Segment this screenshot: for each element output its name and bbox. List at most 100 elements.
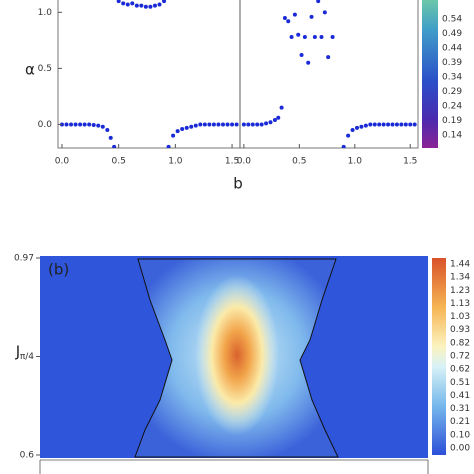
- x-tick-label: 0.5: [292, 157, 306, 167]
- point: [319, 35, 324, 39]
- point: [316, 0, 321, 4]
- colorbar-tick-label: 0.44: [442, 44, 462, 54]
- point: [255, 122, 260, 127]
- point: [78, 122, 83, 127]
- point: [64, 122, 69, 127]
- colorbar-tick-label: 0.41: [450, 391, 470, 401]
- y-tick-label: 0.0: [38, 120, 53, 130]
- plot-frame: [239, 0, 419, 149]
- point: [171, 133, 176, 138]
- point: [394, 122, 399, 127]
- colorbar-tick-label: 0.51: [450, 378, 470, 388]
- point: [230, 122, 235, 127]
- point: [286, 19, 291, 24]
- y-tick-label: 0.97: [14, 254, 34, 264]
- point: [246, 122, 251, 127]
- point: [91, 123, 96, 128]
- point: [134, 3, 139, 8]
- point: [250, 122, 255, 127]
- point: [341, 144, 346, 148]
- point: [326, 55, 331, 60]
- point: [372, 122, 377, 127]
- point: [309, 14, 314, 19]
- y-tick-label: π/4: [20, 352, 34, 362]
- colorbar-tick-label: 0.10: [450, 430, 470, 440]
- point: [184, 125, 189, 130]
- point: [412, 122, 417, 127]
- point: [279, 105, 284, 110]
- colorbar-tick-label: 0.72: [450, 352, 470, 362]
- point: [211, 122, 216, 127]
- point: [312, 35, 317, 39]
- point: [346, 133, 351, 138]
- point: [241, 122, 246, 127]
- point: [377, 122, 382, 127]
- colorbar-tick-label: 0.29: [442, 87, 462, 97]
- point: [108, 135, 113, 140]
- x-tick-label: 0.0: [237, 157, 252, 167]
- y-axis-label: J: [15, 343, 20, 361]
- point: [299, 52, 304, 57]
- point: [399, 122, 404, 127]
- point: [139, 3, 144, 8]
- point: [234, 122, 239, 127]
- colorbar-tick-label: 1.03: [450, 312, 470, 322]
- colorbar: [422, 0, 438, 148]
- point: [330, 35, 335, 39]
- point: [105, 128, 110, 133]
- point: [390, 122, 395, 127]
- y-tick-label: 0.6: [20, 451, 35, 461]
- colorbar-tick-label: 1.13: [450, 299, 470, 309]
- point: [198, 122, 203, 127]
- colorbar-tick-label: 0.62: [450, 365, 470, 375]
- point: [148, 4, 153, 9]
- colorbar-tick-label: 1.44: [450, 260, 470, 270]
- point: [202, 122, 207, 127]
- heatmap-peak: [195, 275, 279, 435]
- point: [403, 122, 408, 127]
- points: [241, 0, 417, 148]
- point: [289, 35, 294, 39]
- point: [143, 4, 148, 9]
- point: [272, 117, 277, 122]
- colorbar-tick-label: 0.49: [442, 29, 462, 39]
- point: [322, 10, 327, 15]
- point: [368, 122, 373, 127]
- point: [130, 1, 135, 6]
- point: [359, 124, 364, 129]
- colorbar-tick-label: 0.39: [442, 58, 462, 68]
- x-tick-label: 1.5: [225, 157, 239, 167]
- colorbar-tick-label: 0.21: [450, 417, 470, 427]
- point: [264, 121, 269, 126]
- point: [121, 1, 126, 6]
- point: [302, 35, 307, 39]
- y-axis-label: α: [25, 61, 35, 79]
- point: [296, 32, 301, 37]
- point: [116, 0, 121, 4]
- colorbar-tick-label: 0.00: [450, 444, 470, 454]
- x-tick-label: 1.0: [168, 157, 183, 167]
- point: [408, 122, 413, 127]
- colorbar-tick-label: 0.34: [442, 73, 462, 83]
- x-tick-label: 0.5: [112, 157, 126, 167]
- point: [350, 128, 355, 133]
- point: [220, 122, 225, 127]
- point: [268, 120, 273, 125]
- point: [282, 15, 287, 20]
- x-tick-label: 0.0: [55, 157, 70, 167]
- y-tick-label: 1.0: [38, 8, 53, 18]
- point: [87, 122, 92, 127]
- colorbar-tick-label: 0.93: [450, 325, 470, 335]
- point: [69, 122, 74, 127]
- colorbar-tick-label: 0.31: [450, 404, 470, 414]
- point: [112, 144, 117, 148]
- point: [175, 129, 180, 134]
- point: [363, 123, 368, 128]
- colorbar-tick-label: 1.34: [450, 273, 470, 283]
- colorbar-tick-label: 0.24: [442, 102, 462, 112]
- panel-label: (b): [48, 261, 69, 279]
- colorbar-tick-label: 1.23: [450, 286, 470, 296]
- point: [189, 124, 194, 129]
- point: [276, 115, 281, 120]
- point: [100, 124, 105, 129]
